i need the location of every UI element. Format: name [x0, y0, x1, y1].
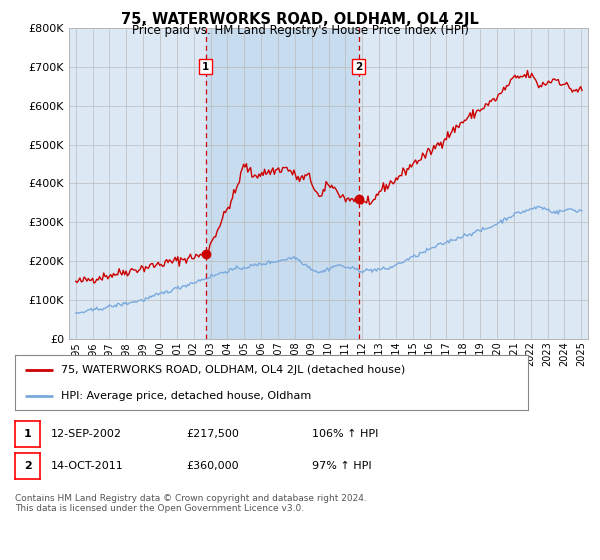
Text: 2: 2	[355, 62, 362, 72]
Text: Contains HM Land Registry data © Crown copyright and database right 2024.
This d: Contains HM Land Registry data © Crown c…	[15, 494, 367, 514]
Text: Price paid vs. HM Land Registry's House Price Index (HPI): Price paid vs. HM Land Registry's House …	[131, 24, 469, 36]
Text: 75, WATERWORKS ROAD, OLDHAM, OL4 2JL (detached house): 75, WATERWORKS ROAD, OLDHAM, OL4 2JL (de…	[61, 366, 406, 375]
Text: 2: 2	[24, 461, 31, 471]
Text: HPI: Average price, detached house, Oldham: HPI: Average price, detached house, Oldh…	[61, 391, 311, 401]
Text: 14-OCT-2011: 14-OCT-2011	[51, 461, 124, 471]
Text: £360,000: £360,000	[186, 461, 239, 471]
Text: 97% ↑ HPI: 97% ↑ HPI	[312, 461, 371, 471]
Text: 1: 1	[24, 429, 31, 439]
Text: 106% ↑ HPI: 106% ↑ HPI	[312, 429, 379, 439]
Text: 12-SEP-2002: 12-SEP-2002	[51, 429, 122, 439]
Text: 1: 1	[202, 62, 209, 72]
Text: 75, WATERWORKS ROAD, OLDHAM, OL4 2JL: 75, WATERWORKS ROAD, OLDHAM, OL4 2JL	[121, 12, 479, 27]
Text: £217,500: £217,500	[186, 429, 239, 439]
Bar	[206, 28, 359, 339]
